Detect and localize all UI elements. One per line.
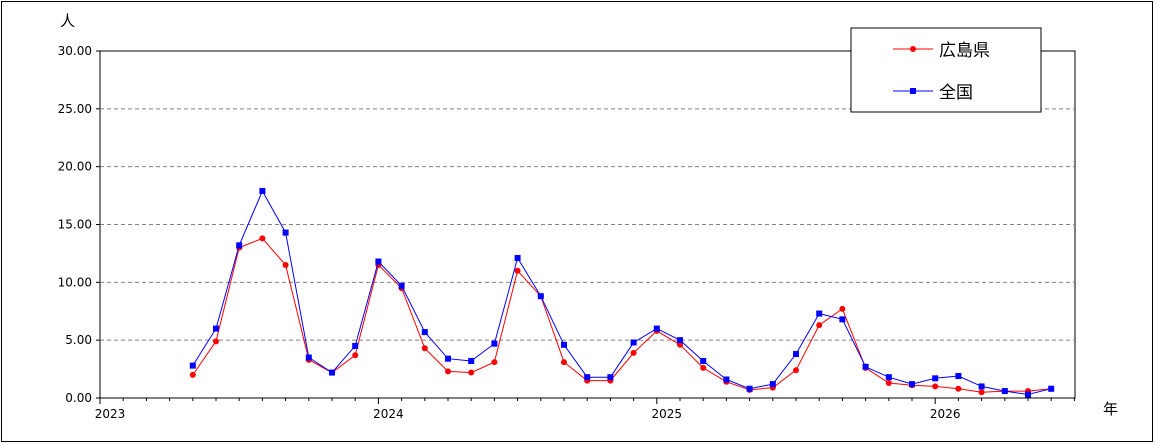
data-point bbox=[978, 389, 985, 396]
x-axis-label: 年 bbox=[1103, 400, 1118, 418]
legend-label-national: 全国 bbox=[939, 83, 973, 103]
y-axis-ticks: 0.00 5.00 10.00 15.00 20.00 25.00 30.00 bbox=[58, 44, 100, 405]
data-point bbox=[1048, 385, 1055, 392]
data-point bbox=[305, 354, 312, 361]
x-tick-label: 2025 bbox=[652, 407, 683, 421]
data-point bbox=[932, 375, 939, 382]
data-point bbox=[630, 349, 637, 356]
data-point bbox=[607, 374, 614, 381]
data-point bbox=[375, 258, 382, 265]
data-point bbox=[862, 363, 869, 370]
data-point bbox=[537, 293, 544, 300]
data-point bbox=[630, 339, 637, 346]
series-line bbox=[192, 189, 1052, 396]
data-point bbox=[816, 322, 823, 329]
y-tick-label: 30.00 bbox=[58, 44, 92, 58]
data-point bbox=[491, 359, 498, 366]
data-point bbox=[700, 364, 707, 371]
legend-marker-national bbox=[910, 88, 916, 94]
data-point bbox=[793, 367, 799, 374]
series-layer bbox=[189, 187, 1055, 398]
x-tick-label: 2023 bbox=[95, 407, 126, 421]
data-point bbox=[584, 374, 591, 381]
data-point bbox=[769, 381, 776, 388]
y-tick-label: 0.00 bbox=[65, 391, 92, 405]
data-point bbox=[561, 341, 567, 348]
x-tick-label: 2026 bbox=[930, 407, 961, 421]
data-point bbox=[421, 329, 428, 336]
y-tick-label: 10.00 bbox=[58, 275, 92, 289]
x-axis-ticks: 2023 2024 2025 2026 bbox=[95, 398, 1075, 421]
data-point bbox=[491, 340, 498, 347]
y-tick-label: 5.00 bbox=[65, 333, 92, 347]
data-point bbox=[282, 229, 289, 236]
data-point bbox=[700, 357, 707, 364]
data-point bbox=[677, 341, 683, 348]
data-point bbox=[213, 325, 219, 332]
data-point bbox=[978, 383, 985, 390]
data-point bbox=[445, 368, 451, 375]
data-point bbox=[213, 338, 219, 345]
data-point bbox=[561, 359, 567, 366]
data-point bbox=[677, 337, 683, 344]
data-point bbox=[723, 376, 730, 383]
data-point bbox=[514, 267, 521, 274]
data-point bbox=[932, 383, 939, 390]
data-point bbox=[955, 385, 962, 392]
data-point bbox=[259, 235, 266, 242]
data-point bbox=[421, 345, 428, 352]
data-point bbox=[352, 352, 359, 359]
data-point bbox=[329, 369, 335, 376]
data-point bbox=[352, 342, 359, 349]
data-point bbox=[189, 371, 196, 378]
y-tick-label: 25.00 bbox=[58, 102, 92, 116]
data-point bbox=[445, 355, 451, 362]
data-point bbox=[468, 357, 475, 364]
data-point bbox=[1025, 391, 1031, 398]
y-tick-label: 20.00 bbox=[58, 160, 92, 174]
y-axis-label: 人 bbox=[60, 12, 75, 30]
data-point bbox=[468, 369, 475, 376]
series-line bbox=[192, 237, 1052, 393]
data-point bbox=[514, 255, 521, 262]
data-point bbox=[816, 310, 823, 317]
data-point bbox=[398, 282, 405, 289]
data-point bbox=[839, 316, 846, 323]
data-point bbox=[793, 351, 799, 358]
data-point bbox=[653, 325, 660, 332]
y-tick-label: 15.00 bbox=[58, 218, 92, 232]
data-point bbox=[236, 242, 243, 249]
legend-label-hiroshima: 広島県 bbox=[939, 41, 990, 61]
data-point bbox=[1001, 388, 1008, 395]
data-point bbox=[885, 374, 892, 381]
legend-marker-hiroshima bbox=[910, 46, 916, 52]
data-point bbox=[955, 373, 962, 380]
legend: 広島県 全国 bbox=[850, 27, 1042, 113]
data-point bbox=[189, 362, 196, 369]
data-point bbox=[282, 261, 289, 268]
data-point bbox=[839, 305, 846, 312]
x-tick-label: 2024 bbox=[373, 407, 404, 421]
series-national bbox=[189, 187, 1055, 398]
data-point bbox=[885, 379, 892, 386]
data-point bbox=[259, 187, 266, 194]
data-point bbox=[746, 385, 753, 392]
data-point bbox=[909, 381, 915, 388]
legend-box bbox=[850, 27, 1042, 113]
